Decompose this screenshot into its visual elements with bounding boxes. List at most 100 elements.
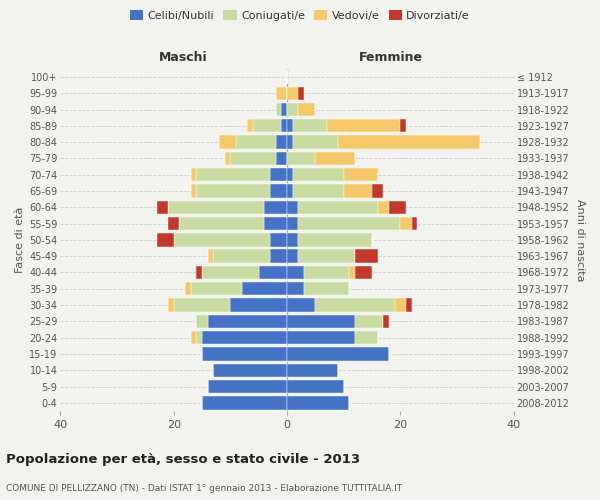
Bar [372,184,383,198]
Bar [355,314,383,328]
Bar [265,200,287,214]
Bar [395,298,406,312]
Bar [400,119,406,132]
Bar [389,200,406,214]
Bar [276,136,287,149]
Bar [293,184,344,198]
Bar [270,250,287,263]
Bar [214,364,287,377]
Bar [173,233,270,246]
Y-axis label: Fasce di età: Fasce di età [15,206,25,273]
Bar [270,184,287,198]
Bar [383,314,389,328]
Bar [287,348,389,360]
Bar [293,168,344,181]
Bar [287,152,316,165]
Bar [327,119,400,132]
Bar [173,298,230,312]
Bar [298,103,316,116]
Bar [202,266,259,279]
Bar [225,152,230,165]
Bar [287,250,298,263]
Bar [230,152,276,165]
Bar [202,331,287,344]
Bar [208,250,214,263]
Bar [298,200,378,214]
Bar [406,298,412,312]
Bar [168,298,173,312]
Bar [298,86,304,100]
Bar [208,314,287,328]
Bar [293,136,338,149]
Text: COMUNE DI PELLIZZANO (TN) - Dati ISTAT 1° gennaio 2013 - Elaborazione TUTTITALIA: COMUNE DI PELLIZZANO (TN) - Dati ISTAT 1… [6,484,402,493]
Bar [355,331,378,344]
Bar [316,152,355,165]
Bar [157,200,168,214]
Bar [287,136,293,149]
Y-axis label: Anni di nascita: Anni di nascita [575,198,585,281]
Bar [298,233,372,246]
Bar [287,168,293,181]
Bar [304,266,349,279]
Bar [316,298,395,312]
Bar [344,168,378,181]
Bar [298,217,400,230]
Bar [157,233,173,246]
Bar [378,200,389,214]
Bar [281,103,287,116]
Bar [230,298,287,312]
Bar [265,217,287,230]
Bar [287,314,355,328]
Bar [304,282,349,296]
Bar [196,168,270,181]
Bar [276,103,281,116]
Bar [191,282,242,296]
Bar [287,103,298,116]
Bar [293,119,327,132]
Bar [214,250,270,263]
Bar [287,331,355,344]
Bar [287,119,293,132]
Bar [276,86,287,100]
Bar [287,86,298,100]
Bar [208,380,287,393]
Bar [191,168,196,181]
Bar [400,217,412,230]
Bar [412,217,418,230]
Bar [287,380,344,393]
Bar [287,298,316,312]
Bar [281,119,287,132]
Text: Popolazione per età, sesso e stato civile - 2013: Popolazione per età, sesso e stato civil… [6,452,360,466]
Bar [287,282,304,296]
Bar [196,331,202,344]
Bar [253,119,281,132]
Bar [270,233,287,246]
Bar [168,217,179,230]
Bar [196,314,208,328]
Bar [344,184,372,198]
Bar [287,396,349,409]
Bar [202,396,287,409]
Bar [179,217,265,230]
Bar [287,266,304,279]
Bar [185,282,191,296]
Bar [196,266,202,279]
Bar [191,331,196,344]
Bar [287,184,293,198]
Bar [236,136,276,149]
Text: Maschi: Maschi [158,50,207,64]
Bar [259,266,287,279]
Bar [191,184,196,198]
Legend: Celibi/Nubili, Coniugati/e, Vedovi/e, Divorziati/e: Celibi/Nubili, Coniugati/e, Vedovi/e, Di… [125,6,475,25]
Bar [168,200,265,214]
Bar [338,136,480,149]
Bar [355,266,372,279]
Bar [202,348,287,360]
Bar [219,136,236,149]
Bar [287,233,298,246]
Bar [287,364,338,377]
Bar [276,152,287,165]
Bar [270,168,287,181]
Bar [247,119,253,132]
Bar [196,184,270,198]
